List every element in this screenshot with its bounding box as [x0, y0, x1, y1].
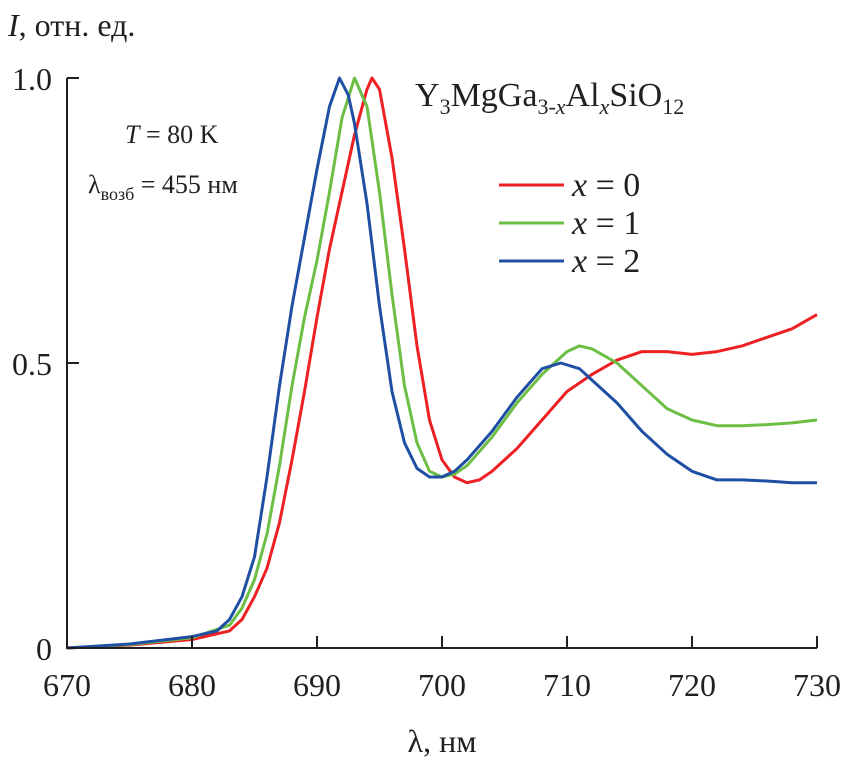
x-tick-label: 680	[168, 667, 216, 703]
legend-label: x = 2	[571, 243, 640, 280]
x-tick-label: 690	[293, 667, 341, 703]
excitation-sub: возб	[101, 184, 135, 204]
x-tick-labels: 670 680 690 700 710 720 730	[43, 667, 841, 703]
compound-formula: Y3MgGa3-xAlxSiO12	[415, 77, 684, 119]
y-tick-label: 1.0	[12, 61, 52, 97]
formula-sub: 3-	[537, 94, 555, 119]
temperature-symbol: T	[125, 120, 141, 149]
x-tick-label: 710	[543, 667, 591, 703]
temperature-value: = 80 K	[139, 120, 218, 149]
legend-label: x = 0	[571, 167, 640, 204]
x-tick-label: 670	[43, 667, 91, 703]
legend-item: x = 1	[499, 205, 640, 242]
legend-eq: = 1	[587, 205, 640, 242]
y-tick-labels: 0 0.5 1.0	[12, 61, 52, 667]
excitation-annotation: λвозб = 455 нм	[88, 170, 238, 204]
series-line-x0	[66, 76, 818, 650]
legend-var: x	[571, 243, 587, 280]
series-line-x1	[66, 76, 818, 650]
legend-item: x = 2	[499, 243, 640, 280]
excitation-value: = 455 нм	[134, 170, 238, 199]
legend-item: x = 0	[499, 167, 640, 204]
legend-var: x	[571, 205, 587, 242]
x-axis-label: λ, нм	[408, 723, 477, 759]
formula-part: Al	[566, 77, 600, 114]
legend-var: x	[571, 167, 587, 204]
axes	[66, 77, 818, 649]
formula-part: SiO	[609, 77, 662, 114]
temperature-annotation: T = 80 K	[125, 120, 219, 149]
y-tick-label: 0	[36, 631, 52, 667]
formula-part: Y	[415, 77, 440, 114]
formula-sub: x	[599, 94, 610, 119]
y-axis-label-symbol: I	[7, 7, 20, 43]
x-tick-label: 730	[793, 667, 841, 703]
legend: x = 0x = 1x = 2	[499, 167, 640, 280]
legend-label: x = 1	[571, 205, 640, 242]
legend-eq: = 0	[587, 167, 640, 204]
series-lines	[66, 76, 818, 650]
formula-sub: 3	[440, 94, 451, 119]
series-line-x2	[66, 76, 817, 650]
y-axis-label-units: , отн. ед.	[19, 7, 136, 43]
x-tick-label: 720	[668, 667, 716, 703]
x-tick-label: 700	[418, 667, 466, 703]
legend-eq: = 2	[587, 243, 640, 280]
formula-part: MgGa	[451, 77, 538, 114]
formula-sub: x	[555, 94, 566, 119]
formula-sub: 12	[662, 94, 684, 119]
excitation-symbol: λ	[88, 170, 101, 199]
y-axis-label: I, отн. ед.	[7, 7, 135, 43]
y-tick-label: 0.5	[12, 346, 52, 382]
